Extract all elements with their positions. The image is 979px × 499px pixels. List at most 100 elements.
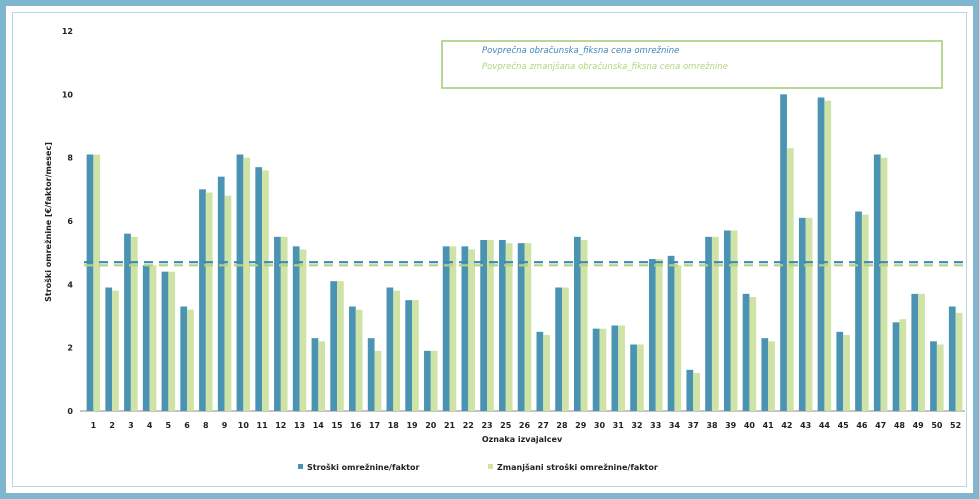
- x-tick-label: 46: [856, 421, 868, 430]
- bar-series-2: [543, 335, 550, 411]
- x-tick-label: 42: [781, 421, 792, 430]
- bar-series-2: [636, 344, 644, 411]
- x-tick-label: 37: [688, 421, 699, 430]
- bar-series-2: [505, 243, 513, 411]
- bar-series-2: [824, 100, 832, 412]
- x-tick-label: 16: [350, 421, 362, 430]
- bar-series-2: [693, 373, 700, 411]
- y-tick-label: 8: [67, 154, 73, 163]
- x-tick-label: 5: [166, 421, 172, 430]
- x-tick-label: 4: [147, 421, 153, 430]
- x-tick-label: 17: [369, 421, 380, 430]
- chart-frame-inner: [12, 12, 967, 487]
- x-tick-label: 23: [481, 421, 492, 430]
- series-legend-label-2: Zmanjšani stroški omrežnine/faktor: [497, 462, 658, 472]
- bar-series-2: [786, 148, 794, 411]
- x-tick-label: 52: [950, 421, 961, 430]
- bar-series-2: [205, 192, 213, 411]
- y-tick-label: 12: [62, 27, 73, 36]
- x-tick-label: 43: [800, 421, 811, 430]
- bar-series-2: [561, 287, 569, 411]
- x-tick-label: 27: [538, 421, 549, 430]
- bar-series-2: [130, 236, 138, 411]
- bar-series-1: [124, 233, 131, 411]
- bar-series-2: [618, 325, 625, 411]
- x-tick-label: 44: [819, 421, 831, 430]
- bar-series-1: [873, 154, 881, 411]
- bar-series-1: [648, 259, 656, 411]
- x-tick-label: 50: [931, 421, 943, 430]
- bar-series-1: [798, 217, 806, 411]
- bar-series-1: [723, 230, 731, 411]
- bar-series-2: [730, 230, 738, 411]
- x-tick-label: 31: [613, 421, 625, 430]
- x-tick-label: 6: [184, 421, 190, 430]
- bar-series-2: [393, 290, 401, 411]
- bar-series-1: [667, 255, 675, 411]
- x-tick-labels: 1 2 3 4 5 6 8 9 10 11 12 13 14 15 16 17 18 19 20 21 22 23 25 26…: [91, 421, 962, 430]
- bar-series-1: [948, 306, 956, 411]
- y-tick-label: 0: [67, 407, 73, 416]
- bar-series-1: [686, 369, 694, 411]
- x-tick-label: 11: [257, 421, 269, 430]
- bar-series-2: [168, 271, 176, 411]
- y-axis-title: Stroški omrežnine [€/faktor/mesec]: [43, 142, 53, 302]
- bar-series-2: [768, 341, 775, 411]
- bar-series-2: [487, 240, 494, 411]
- bar-series-1: [86, 154, 94, 411]
- x-tick-label: 30: [594, 421, 606, 430]
- bar-series-2: [580, 240, 588, 411]
- x-tick-label: 22: [463, 421, 474, 430]
- bar-series-1: [817, 97, 825, 411]
- x-tick-label: 48: [894, 421, 906, 430]
- bar-series-2: [112, 290, 119, 411]
- series-legend-swatch-1: [298, 464, 303, 469]
- reference-line-legend-box: [441, 40, 943, 89]
- bar-series-2: [918, 293, 925, 411]
- x-axis-title: Oznaka izvajalcev: [482, 435, 563, 444]
- bar-series-1: [911, 293, 919, 411]
- bar-series-1: [836, 331, 844, 411]
- bar-series-2: [861, 214, 869, 411]
- y-tick-label: 4: [67, 280, 73, 289]
- bar-series-1: [161, 271, 169, 411]
- bar-series-2: [374, 350, 382, 411]
- bar-series-2: [524, 243, 532, 411]
- x-tick-label: 10: [238, 421, 250, 430]
- x-tick-label: 26: [519, 421, 531, 430]
- bar-series-2: [280, 236, 288, 411]
- reference-lines: [84, 261, 963, 267]
- x-tick-label: 20: [425, 421, 437, 430]
- bar-series-2: [243, 157, 251, 411]
- bar-series-1: [142, 265, 150, 411]
- bar-series-1: [349, 306, 356, 411]
- bar-series-2: [93, 154, 101, 411]
- bar-series-2: [655, 259, 663, 411]
- series-legend-label-1: Stroški omrežnine/faktor: [307, 462, 419, 472]
- bars: [86, 94, 963, 412]
- bar-series-2: [318, 341, 326, 411]
- bar-series-1: [461, 246, 469, 411]
- bar-series-1: [592, 328, 600, 411]
- y-tick-labels: 0 2 4 6 8 10 12: [62, 27, 74, 416]
- reference-line-legend: Povprečna obračunska_fiksna cena omrežni…: [441, 40, 943, 89]
- bar-series-2: [187, 309, 194, 411]
- bar-series-2: [936, 344, 944, 411]
- bar-series-1: [761, 338, 769, 411]
- bar-series-2: [955, 312, 963, 411]
- x-tick-label: 32: [631, 421, 642, 430]
- bar-series-2: [412, 300, 419, 411]
- bar-series-2: [749, 297, 757, 411]
- x-tick-label: 1: [91, 421, 97, 430]
- x-tick-label: 13: [294, 421, 305, 430]
- bar-series-1: [630, 344, 637, 411]
- bar-series-1: [892, 322, 900, 411]
- bar-series-1: [742, 293, 750, 411]
- bar-series-1: [386, 287, 394, 411]
- x-tick-label: 40: [744, 421, 756, 430]
- bar-series-2: [262, 170, 269, 411]
- bar-series-2: [899, 319, 907, 411]
- bar-series-1: [536, 331, 544, 411]
- y-tick-label: 2: [67, 344, 73, 353]
- bar-series-1: [517, 243, 525, 411]
